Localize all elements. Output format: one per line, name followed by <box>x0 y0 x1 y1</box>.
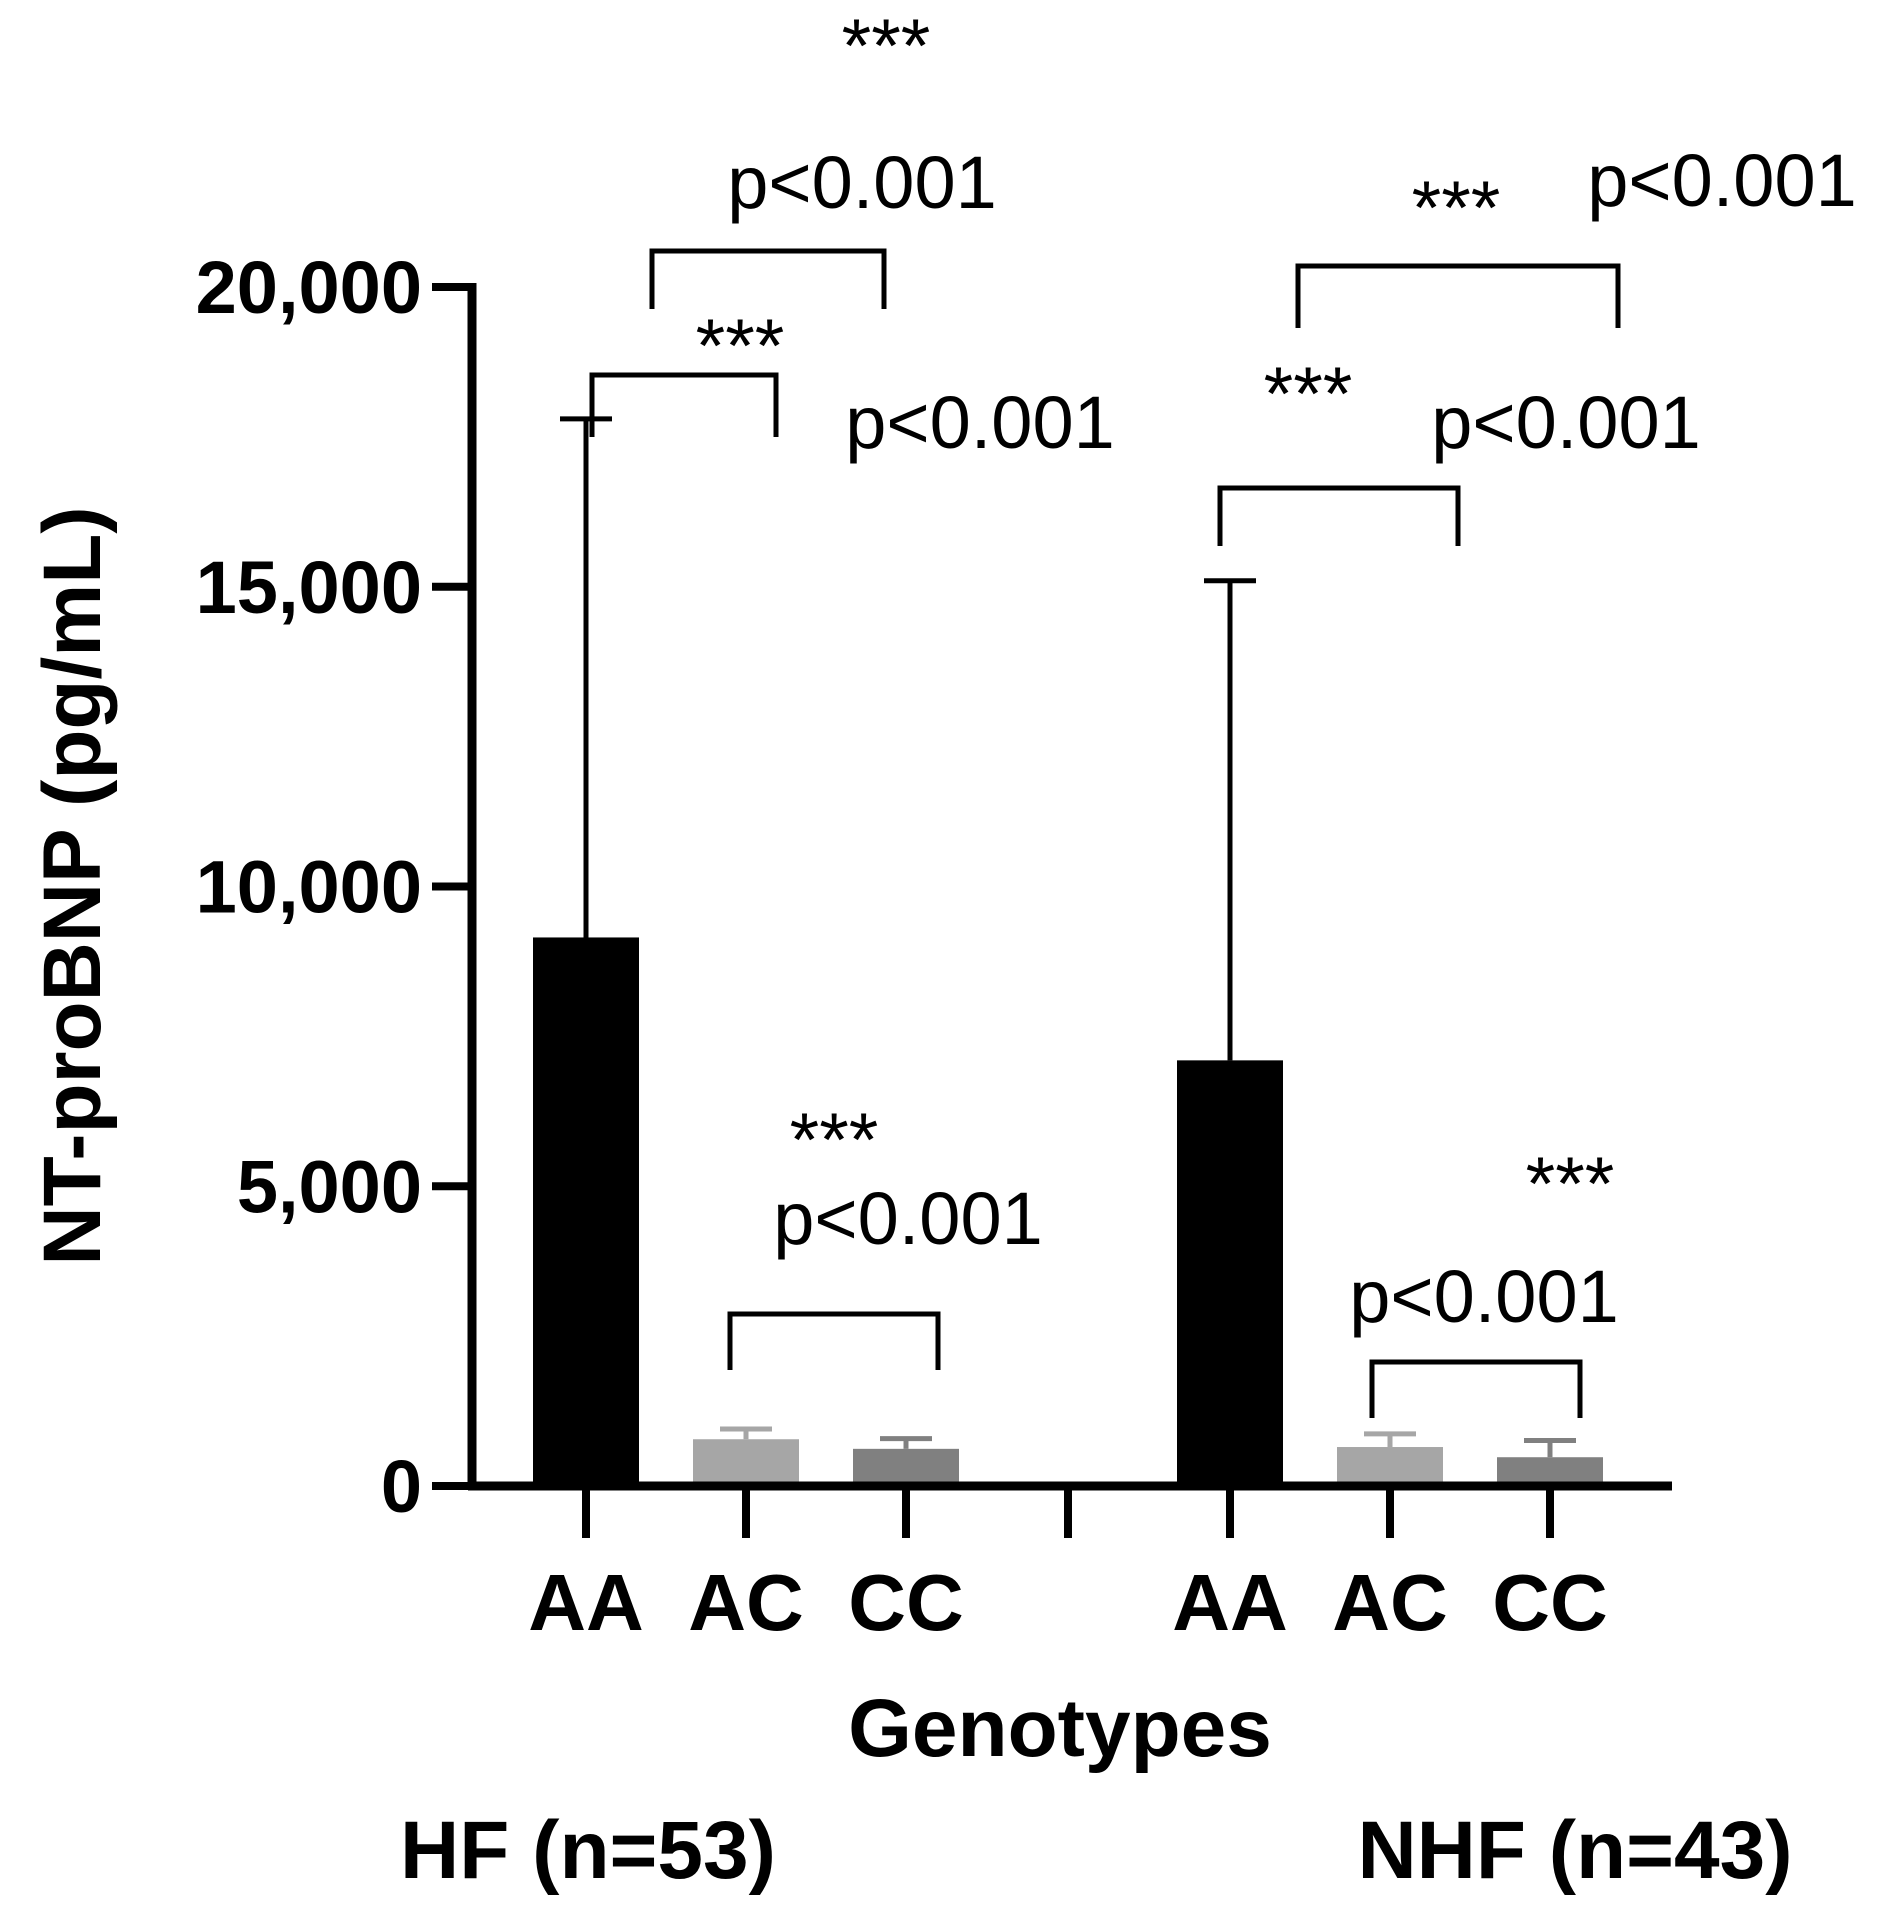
p-value-label-4: p<0.001 <box>1431 381 1701 464</box>
significance-layer: ***p<0.001***p<0.001***p<0.001*** p<0.001… <box>589 4 1857 1418</box>
labels-layer: NT-proBNP (pg/mL) Genotypes HF (n=53) NH… <box>27 246 1793 1896</box>
x-tick-label-nhf-aa: AA <box>1172 1558 1288 1647</box>
significance-bracket-3 <box>727 1311 941 1370</box>
bar-hf-ac <box>693 1439 799 1486</box>
significance-bracket-2 <box>649 248 887 309</box>
significance-stars-5: *** <box>1412 166 1501 251</box>
y-tick-label-15000: 15,000 <box>196 546 422 629</box>
y-tick-label-20000: 20,000 <box>196 246 422 329</box>
bar-hf-aa <box>533 937 639 1486</box>
significance-stars-3: *** <box>790 1098 879 1183</box>
y-tick-label-0: 0 <box>381 1445 422 1528</box>
p-value-label-1: p<0.001 <box>845 381 1115 464</box>
bars-layer <box>533 937 1603 1486</box>
group-label-nhf: NHF (n=43) <box>1357 1805 1792 1896</box>
significance-stars-2: *** <box>842 4 931 89</box>
y-axis-title: NT-proBNP (pg/mL) <box>27 506 118 1265</box>
x-axis-title: Genotypes <box>848 1683 1272 1774</box>
p-value-label-2: p<0.001 <box>727 141 997 224</box>
p-value-label-5: p<0.001 <box>1587 139 1857 222</box>
y-tick-label-5000: 5,000 <box>237 1145 422 1228</box>
x-tick-label-nhf-cc: CC <box>1492 1558 1608 1647</box>
bar-nhf-ac <box>1337 1447 1443 1486</box>
x-tick-label-hf-ac: AC <box>688 1558 804 1647</box>
x-tick-label-hf-aa: AA <box>528 1558 644 1647</box>
significance-stars-1: *** <box>696 304 785 389</box>
error-bars-layer <box>560 416 1576 1458</box>
axes-layer <box>432 283 1672 1538</box>
x-tick-label-nhf-ac: AC <box>1332 1558 1448 1647</box>
significance-stars-6: *** <box>1526 1142 1615 1227</box>
bar-nhf-cc <box>1497 1457 1603 1486</box>
x-tick-label-hf-cc: CC <box>848 1558 964 1647</box>
bar-hf-cc <box>853 1448 959 1486</box>
group-label-hf: HF (n=53) <box>400 1805 776 1896</box>
y-tick-label-10000: 10,000 <box>196 846 422 929</box>
significance-bracket-5 <box>1295 263 1621 328</box>
p-value-label-6: p<0.001 <box>1349 1255 1619 1338</box>
significance-bracket-1 <box>589 372 779 437</box>
significance-bracket-6 <box>1369 1359 1583 1418</box>
significance-stars-4: *** <box>1264 352 1353 437</box>
p-value-label-3: p<0.001 <box>773 1177 1043 1260</box>
significance-bracket-4 <box>1217 485 1461 546</box>
bar-nhf-aa <box>1177 1060 1283 1486</box>
